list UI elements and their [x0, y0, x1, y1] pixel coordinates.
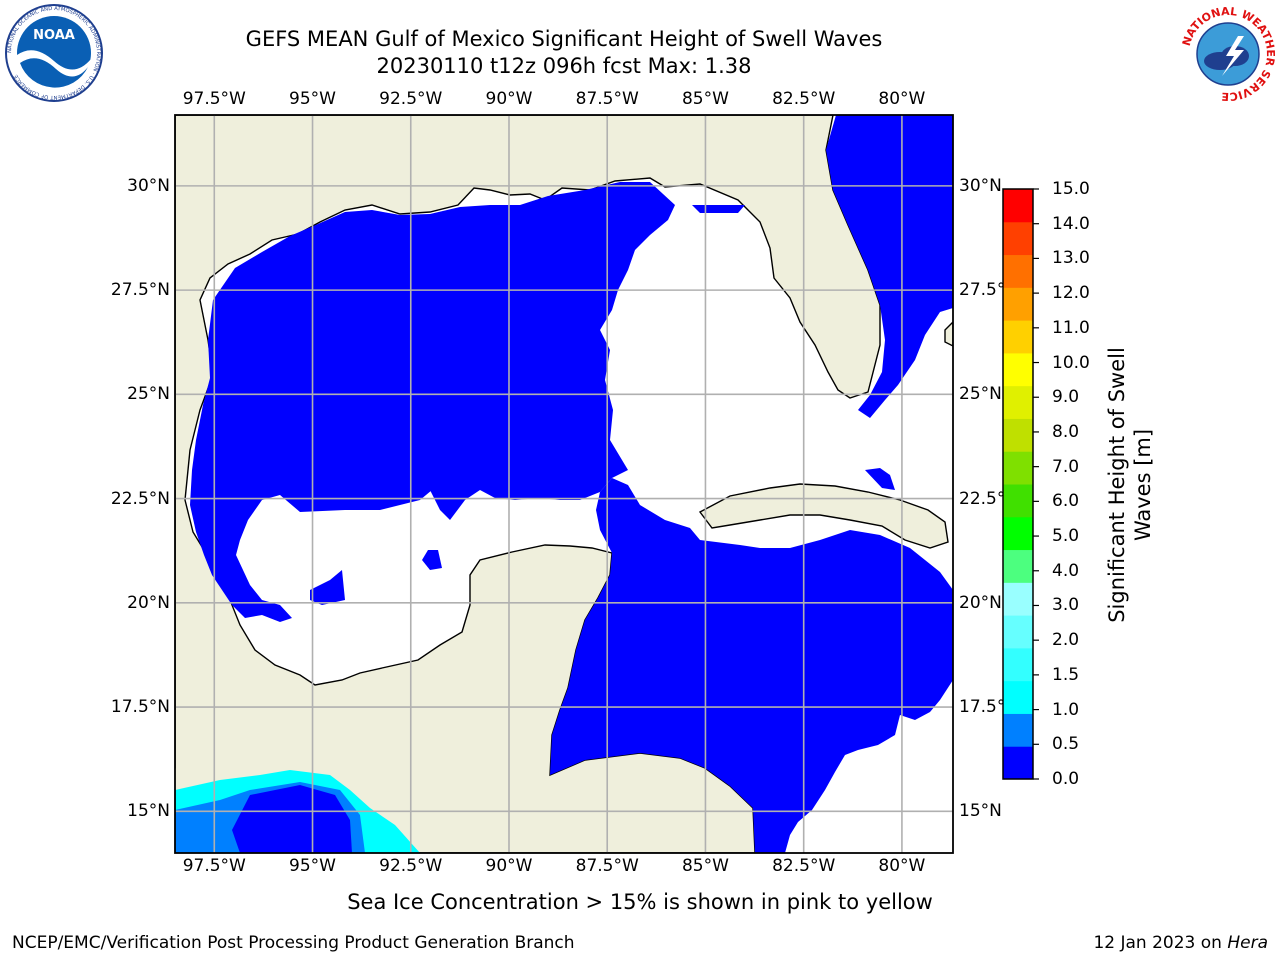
colorbar-tick-label: 0.5: [1052, 734, 1080, 755]
lat-label-right: 20°N: [959, 592, 1002, 613]
colorbar-tick-label: 13.0: [1052, 248, 1090, 269]
swell-0-05m-region: [190, 115, 953, 853]
colorbar-swatch: [1003, 320, 1033, 354]
lat-label-left: 20°N: [127, 592, 170, 613]
colorbar-swatch: [1003, 221, 1033, 256]
colorbar-swatch: [1003, 582, 1033, 616]
colorbar-swatch: [1003, 451, 1033, 485]
lat-label-left: 17.5°N: [110, 697, 170, 718]
colorbar: [1002, 188, 1039, 780]
lat-label-left: 25°N: [127, 384, 170, 405]
colorbar-swatch: [1003, 680, 1033, 714]
producer-credit: NCEP/EMC/Verification Post Processing Pr…: [12, 933, 575, 953]
colorbar-swatch: [1003, 484, 1033, 518]
lat-label-left: 22.5°N: [110, 488, 170, 509]
lon-label-top: 92.5°W: [379, 89, 443, 109]
lon-label-top: 95°W: [289, 89, 336, 109]
colorbar-swatch: [1003, 647, 1033, 682]
colorbar-tick-label: 8.0: [1052, 421, 1080, 442]
chart-title: GEFS MEAN Gulf of Mexico Significant Hei…: [245, 27, 883, 51]
lat-label-right: 30°N: [959, 175, 1002, 196]
lon-label-bottom: 90°W: [485, 856, 533, 876]
map-gridlines: [175, 115, 953, 853]
lat-label-right: 15°N: [959, 801, 1002, 822]
chart-subtitle: 20230110 t12z 096h fcst Max: 1.38: [376, 54, 752, 78]
colorbar-swatch: [1003, 287, 1033, 321]
svg-text:NOAA: NOAA: [33, 28, 75, 43]
colorbar-tick-label: 10.0: [1052, 352, 1090, 373]
colorbar-tick-label: 7.0: [1052, 456, 1080, 477]
colorbar-swatch: [1003, 385, 1033, 419]
colorbar-swatch: [1003, 516, 1033, 551]
colorbar-tick-label: 1.5: [1052, 664, 1080, 685]
lat-label-left: 30°N: [127, 175, 170, 196]
lon-label-top: 90°W: [485, 89, 533, 109]
colorbar-tick-label: 5.0: [1052, 526, 1080, 547]
colorbar-tick-label: 9.0: [1052, 387, 1080, 408]
colorbar-swatch: [1003, 615, 1033, 649]
colorbar-tick-label: 6.0: [1052, 491, 1080, 512]
lon-label-bottom: 95°W: [289, 856, 336, 876]
map-frame: [174, 114, 954, 854]
colorbar-tick-label: 1.0: [1052, 699, 1080, 720]
colorbar-tick-label: 12.0: [1052, 283, 1090, 304]
colorbar-tick-label: 0.0: [1052, 769, 1080, 789]
colorbar-swatch: [1003, 746, 1033, 780]
colorbar-swatch: [1003, 549, 1033, 583]
cuba-land: [698, 483, 949, 549]
colorbar-tick-label: 15.0: [1052, 179, 1090, 199]
lon-label-bottom: 82.5°W: [772, 856, 836, 876]
sea-ice-note: Sea Ice Concentration > 15% is shown in …: [347, 890, 933, 914]
colorbar-tick-label: 2.0: [1052, 630, 1080, 651]
lon-label-top: 82.5°W: [772, 89, 836, 109]
colorbar-tick-label: 3.0: [1052, 595, 1080, 616]
lat-label-right: 25°N: [959, 384, 1002, 405]
lon-label-bottom: 80°W: [878, 856, 926, 876]
hispaniola-land: [944, 321, 953, 347]
colorbar-title: Significant Height of Swell Waves [m]: [1104, 347, 1155, 623]
lat-label-left: 15°N: [127, 801, 170, 822]
colorbar-swatch: [1003, 189, 1033, 223]
nws-logo: NATIONAL WEATHER SERVICE: [1180, 6, 1276, 102]
lon-label-bottom: 97.5°W: [182, 856, 246, 876]
lat-label-left: 27.5°N: [110, 280, 170, 301]
colorbar-swatch: [1003, 418, 1033, 452]
lon-label-bottom: 85°W: [681, 856, 729, 876]
colorbar-tick-label: 11.0: [1052, 317, 1090, 338]
colorbar-swatch: [1003, 713, 1033, 747]
colorbar-swatch: [1003, 352, 1033, 387]
lon-label-top: 80°W: [878, 89, 926, 109]
colorbar-tick-label: 4.0: [1052, 560, 1080, 581]
colorbar-swatch: [1003, 254, 1033, 288]
lon-label-top: 85°W: [681, 89, 729, 109]
lon-label-top: 87.5°W: [575, 89, 639, 109]
generation-date: 12 Jan 2023 on Hera: [1093, 933, 1268, 953]
colorbar-frame: [1002, 188, 1034, 780]
noaa-logo: NOAA NATIONAL OCEANIC AND ATMOSPHERIC AD…: [5, 4, 103, 102]
lon-label-top: 97.5°W: [182, 89, 246, 109]
lon-label-bottom: 87.5°W: [575, 856, 639, 876]
colorbar-tick-label: 14.0: [1052, 213, 1090, 234]
lon-label-bottom: 92.5°W: [379, 856, 443, 876]
